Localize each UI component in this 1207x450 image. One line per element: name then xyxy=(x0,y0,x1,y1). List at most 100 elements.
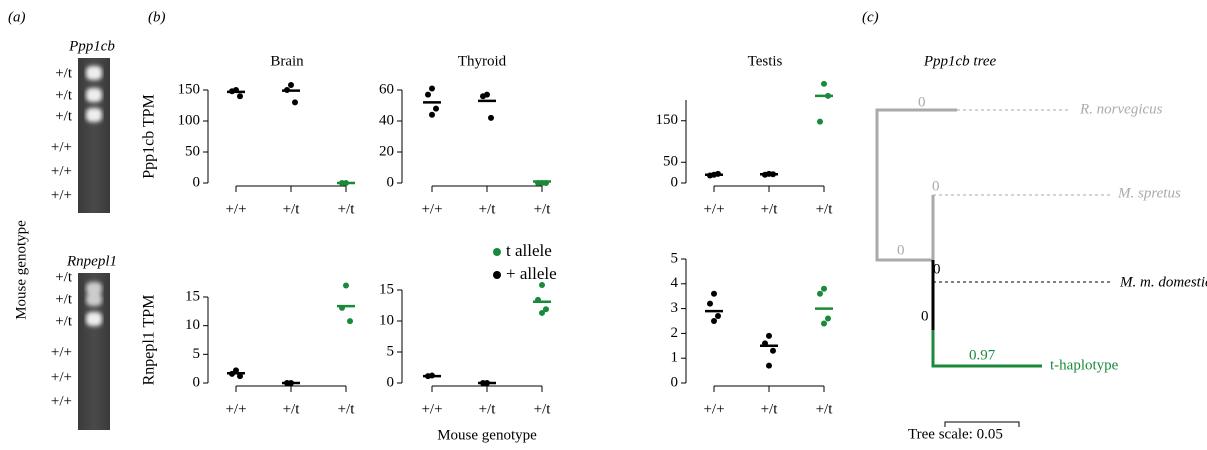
data-point xyxy=(539,282,545,288)
branch-label: 0 xyxy=(921,308,929,324)
legend-marker xyxy=(493,248,501,256)
branch-label: 0 xyxy=(918,94,926,110)
y-tick-label: 40 xyxy=(379,112,394,128)
x-tick-label: +/+ xyxy=(703,401,724,417)
data-point xyxy=(292,99,298,105)
y-tick-label: 3 xyxy=(671,300,679,316)
x-tick-label: +/t xyxy=(761,201,779,217)
x-tick-label: +/+ xyxy=(225,401,246,417)
y-tick-label: 0 xyxy=(387,374,395,390)
figure: (a) (b) (c) Ppp1cb Rnpepl1 Mouse genotyp… xyxy=(0,0,1207,450)
taxon-label: t-haplotype xyxy=(1050,357,1119,373)
lane-label: +/+ xyxy=(51,344,72,360)
tree-branches xyxy=(877,110,1042,366)
tree-title: Ppp1cb tree xyxy=(923,53,997,69)
data-point xyxy=(711,291,717,297)
y-tick-label: 5 xyxy=(671,250,679,266)
panel-label: (b) xyxy=(148,9,166,25)
lane-label: +/t xyxy=(55,65,73,81)
gel-title: Ppp1cb xyxy=(68,38,115,54)
branch-label: 0 xyxy=(897,242,905,258)
y-tick-label: 10 xyxy=(185,317,200,333)
lane-label: +/+ xyxy=(51,139,72,155)
lane-label: +/+ xyxy=(51,393,72,409)
y-tick-label: 0 xyxy=(193,174,201,190)
branch-label: 0 xyxy=(932,178,940,194)
chart-title: Testis xyxy=(748,53,783,69)
lane-label: +/+ xyxy=(51,163,72,179)
data-point xyxy=(539,310,545,316)
data-point xyxy=(488,115,494,121)
y-tick-label: 5 xyxy=(387,343,395,359)
x-tick-label: +/t xyxy=(534,401,552,417)
data-point xyxy=(817,119,823,125)
y-tick-label: 100 xyxy=(178,112,201,128)
y-tick-label: 150 xyxy=(178,81,201,97)
x-tick-label: +/t xyxy=(338,401,356,417)
lane-label: +/+ xyxy=(51,369,72,385)
branch-label: 0 xyxy=(933,261,941,277)
data-point xyxy=(770,348,776,354)
data-point xyxy=(429,112,435,118)
data-point xyxy=(715,313,721,319)
data-point xyxy=(429,85,435,91)
taxon-label: R. norvegicus xyxy=(1079,101,1163,117)
x-tick-label: +/+ xyxy=(703,201,724,217)
data-point xyxy=(711,318,717,324)
data-point xyxy=(766,363,772,369)
data-point xyxy=(821,81,827,87)
y-tick-label: 50 xyxy=(663,154,678,170)
scale-label: Tree scale: 0.05 xyxy=(908,426,1003,442)
y-tick-label: 0 xyxy=(671,374,679,390)
y-tick-label: 5 xyxy=(193,346,201,362)
lane-label: +/t xyxy=(55,87,73,103)
y-tick-label: 2 xyxy=(671,325,679,341)
y-tick-label: 1 xyxy=(671,350,679,366)
y-tick-label: 10 xyxy=(379,312,394,328)
x-tick-label: +/t xyxy=(761,401,779,417)
x-tick-label: +/t xyxy=(816,401,834,417)
x-tick-label: +/t xyxy=(534,201,552,217)
x-tick-label: +/+ xyxy=(421,201,442,217)
y-tick-label: 150 xyxy=(656,112,679,128)
data-point xyxy=(766,333,772,339)
data-point xyxy=(347,318,353,324)
legend-label: + allele xyxy=(506,264,557,283)
y-tick-label: 15 xyxy=(379,281,394,297)
data-point xyxy=(343,283,349,289)
x-tick-label: +/t xyxy=(479,201,497,217)
data-point xyxy=(821,286,827,292)
gel-title: Rnpepl1 xyxy=(66,253,117,269)
x-tick-label: +/t xyxy=(816,201,834,217)
lane-label: +/t xyxy=(55,291,73,307)
panel-label: (c) xyxy=(862,9,879,25)
data-point xyxy=(707,301,713,307)
data-point xyxy=(433,106,439,112)
data-point xyxy=(425,92,431,98)
y-axis-label: Ppp1cb TPM xyxy=(141,94,158,179)
y-tick-label: 0 xyxy=(193,374,201,390)
x-axis-label: Mouse genotype xyxy=(437,427,537,443)
data-point xyxy=(480,93,486,99)
lane-label: +/t xyxy=(55,269,73,285)
chart-title: Brain xyxy=(270,53,304,69)
y-tick-label: 0 xyxy=(671,174,679,190)
y-tick-label: 60 xyxy=(379,81,394,97)
lane-label: +/t xyxy=(55,108,73,124)
y-tick-label: 20 xyxy=(379,143,394,159)
x-tick-label: +/t xyxy=(338,201,356,217)
branch-label: 0.97 xyxy=(969,347,996,363)
gel-image xyxy=(78,58,110,213)
x-tick-label: +/+ xyxy=(225,201,246,217)
x-tick-label: +/t xyxy=(283,401,301,417)
tree-leaders xyxy=(933,110,1110,282)
taxon-label: M. m. domesticus xyxy=(1119,274,1207,290)
data-point xyxy=(825,316,831,322)
y-tick-label: 50 xyxy=(185,143,200,159)
legend-label: t allele xyxy=(506,241,552,260)
data-point xyxy=(817,291,823,297)
data-point xyxy=(821,320,827,326)
x-tick-label: +/t xyxy=(283,201,301,217)
lane-label: +/+ xyxy=(51,187,72,203)
panel-label: (a) xyxy=(8,9,26,25)
